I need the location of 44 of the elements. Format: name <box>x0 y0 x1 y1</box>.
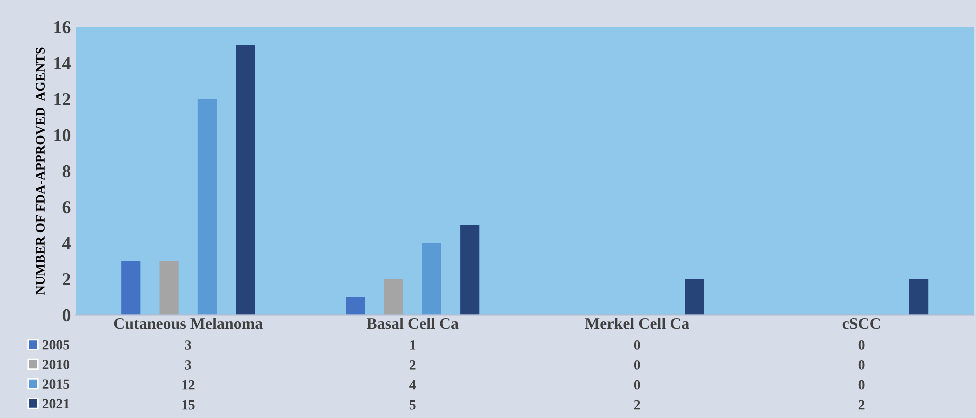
legend-label: 2021 <box>42 399 70 409</box>
y-tick-label: 12 <box>54 93 70 106</box>
x-tick-label: cSCC <box>842 318 880 330</box>
data-label: 0 <box>634 340 640 350</box>
y-tick-label: 14 <box>54 58 71 70</box>
data-label: 1 <box>410 340 416 350</box>
x-tick-label: Basal Cell Ca <box>366 318 459 330</box>
y-tick-label: 2 <box>63 273 70 286</box>
y-tick-label: 4 <box>62 238 71 250</box>
data-label: 2 <box>858 400 865 410</box>
y-tick-label: 16 <box>54 21 71 34</box>
bar <box>236 45 256 316</box>
legend-label: 2015 <box>42 380 70 390</box>
bar <box>160 261 179 316</box>
data-label: 0 <box>634 380 640 390</box>
data-label: 0 <box>858 360 865 370</box>
x-tick-label: Cutaneous Melanoma <box>114 318 263 330</box>
data-label: 2 <box>410 360 416 370</box>
data-label: 0 <box>634 360 640 370</box>
data-label: 0 <box>858 340 865 350</box>
data-label: 15 <box>182 400 195 410</box>
x-tick-label: Merkel Cell Ca <box>585 318 690 330</box>
bar <box>910 279 929 316</box>
y-axis-title: NUMBER OF FDA-APPROVED AGENTS <box>36 48 46 295</box>
legend-label: 2005 <box>42 340 70 350</box>
y-tick-label: 8 <box>62 165 71 178</box>
y-tick-label: 0 <box>62 309 71 322</box>
bar <box>422 243 442 316</box>
bar <box>460 225 480 316</box>
data-label: 5 <box>410 400 416 410</box>
bar <box>685 279 704 316</box>
legend-label: 2010 <box>42 360 70 370</box>
data-label: 3 <box>185 340 192 350</box>
bar <box>122 261 141 316</box>
data-label: 0 <box>858 380 865 390</box>
bar <box>384 279 404 316</box>
y-tick-label: 10 <box>54 129 71 142</box>
data-label: 4 <box>410 380 416 390</box>
data-label: 2 <box>634 400 640 410</box>
bar <box>198 99 217 316</box>
bar <box>346 297 366 316</box>
data-label: 3 <box>185 360 192 370</box>
data-label: 12 <box>182 380 195 390</box>
y-tick-label: 6 <box>62 201 71 214</box>
